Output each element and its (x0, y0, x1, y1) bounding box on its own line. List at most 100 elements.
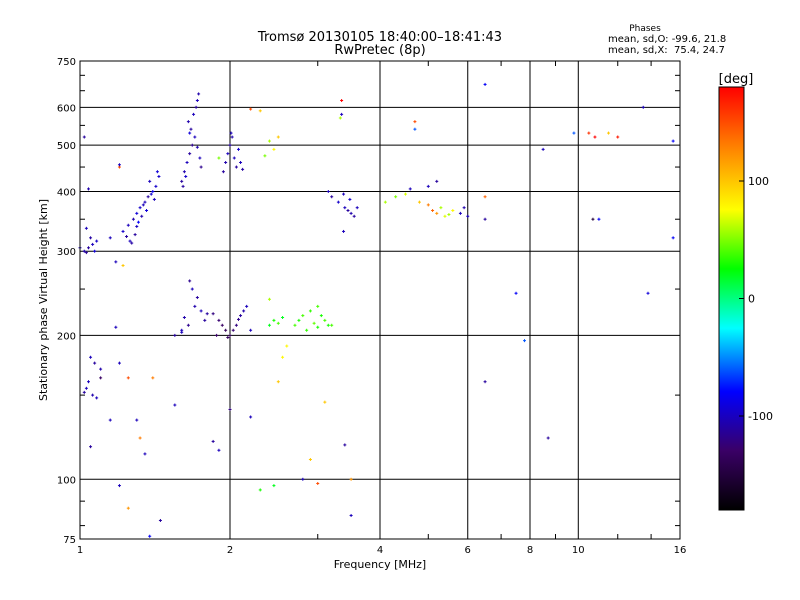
y-tick-label-75: 75 (63, 535, 76, 546)
data-point-104 (323, 318, 327, 322)
data-point-160 (616, 135, 620, 139)
data-point-119 (343, 206, 347, 210)
data-point-101 (308, 309, 312, 313)
data-point-125 (342, 192, 346, 196)
data-point-145 (340, 99, 344, 103)
x-tick-label-6: 6 (465, 545, 471, 556)
data-point-54 (199, 165, 203, 169)
data-point-181 (151, 376, 155, 380)
data-point-130 (426, 203, 430, 207)
data-point-168 (89, 355, 93, 359)
data-point-148 (483, 82, 487, 86)
data-point-206 (349, 513, 353, 517)
data-point-27 (157, 174, 161, 178)
data-point-69 (173, 333, 177, 337)
data-point-157 (587, 131, 591, 135)
colorbar-tick-label--100: -100 (748, 410, 773, 423)
data-point-87 (245, 304, 249, 308)
data-point-166 (671, 139, 675, 143)
stats-line-x: mean, sd,X: 75.4, 24.7 (608, 45, 725, 56)
x-axis-ticks: 1 2 4 6 8 10 16 (77, 61, 687, 556)
data-point-58 (224, 160, 228, 164)
data-point-38 (121, 264, 125, 268)
data-point-71 (186, 323, 190, 327)
data-point-74 (190, 287, 194, 291)
data-point-106 (312, 321, 316, 325)
data-point-141 (462, 206, 466, 210)
data-point-57 (221, 170, 225, 174)
stats-heading: Phases (629, 24, 661, 34)
y-tick-label-400: 400 (57, 187, 76, 198)
data-point-183 (99, 376, 103, 380)
data-point-98 (293, 323, 297, 327)
data-point-28 (130, 241, 134, 245)
data-point-121 (349, 211, 353, 215)
x-tick-label-10: 10 (572, 545, 585, 556)
data-point-62 (232, 156, 236, 160)
data-point-31 (125, 235, 129, 239)
data-point-50 (197, 92, 201, 96)
data-point-110 (267, 139, 271, 143)
data-point-205 (349, 477, 353, 481)
data-point-165 (671, 236, 675, 240)
data-point-203 (323, 400, 327, 404)
data-point-155 (546, 436, 550, 440)
data-point-41 (185, 160, 189, 164)
data-point-14 (135, 211, 139, 215)
data-point-32 (135, 224, 139, 228)
data-point-123 (355, 206, 359, 210)
data-point-86 (242, 309, 246, 313)
data-point-201 (308, 457, 312, 461)
data-point-22 (133, 233, 137, 237)
y-tick-label-100: 100 (57, 475, 76, 486)
x-axis-label: Frequency [MHz] (334, 558, 426, 571)
data-point-73 (195, 296, 199, 300)
data-point-170 (86, 380, 90, 384)
data-point-184 (108, 418, 112, 422)
data-point-93 (267, 323, 271, 327)
data-point-144 (413, 127, 417, 131)
data-point-56 (195, 145, 199, 149)
x-tick-label-16: 16 (674, 545, 687, 556)
data-point-115 (249, 107, 253, 111)
data-point-142 (466, 214, 470, 218)
data-point-149 (483, 195, 487, 199)
data-point-100 (301, 314, 305, 318)
data-point-116 (326, 189, 330, 193)
data-point-0 (82, 249, 86, 253)
data-point-124 (348, 197, 352, 201)
data-point-122 (352, 214, 356, 218)
stats-line-o: mean, sd,O: -99.6, 21.8 (608, 34, 726, 45)
data-point-9 (86, 187, 90, 191)
data-point-82 (228, 333, 232, 337)
data-point-26 (152, 197, 156, 201)
data-point-195 (249, 415, 253, 419)
y-tick-label-600: 600 (57, 103, 76, 114)
y-tick-label-750: 750 (57, 57, 76, 68)
data-point-79 (217, 318, 221, 322)
data-point-2 (91, 242, 95, 246)
data-point-156 (572, 131, 576, 135)
data-point-128 (403, 192, 407, 196)
data-point-76 (199, 309, 203, 313)
data-point-35 (117, 163, 121, 167)
data-point-164 (646, 291, 650, 295)
data-point-179 (138, 436, 142, 440)
data-point-47 (192, 112, 196, 116)
data-point-19 (154, 184, 158, 188)
data-point-40 (182, 170, 186, 174)
data-point-24 (136, 220, 140, 224)
data-point-129 (417, 200, 421, 204)
data-point-198 (276, 380, 280, 384)
data-point-103 (319, 314, 323, 318)
data-point-29 (141, 203, 145, 207)
data-point-159 (607, 131, 611, 135)
y-axis-ticks: 75 100 200 300 400 500 600 750 (57, 57, 680, 546)
data-point-143 (413, 120, 417, 124)
data-point-154 (541, 147, 545, 151)
y-tick-label-300: 300 (57, 247, 76, 258)
data-point-42 (188, 152, 192, 156)
data-point-136 (439, 206, 443, 210)
data-point-162 (597, 217, 601, 221)
data-point-109 (316, 325, 320, 329)
